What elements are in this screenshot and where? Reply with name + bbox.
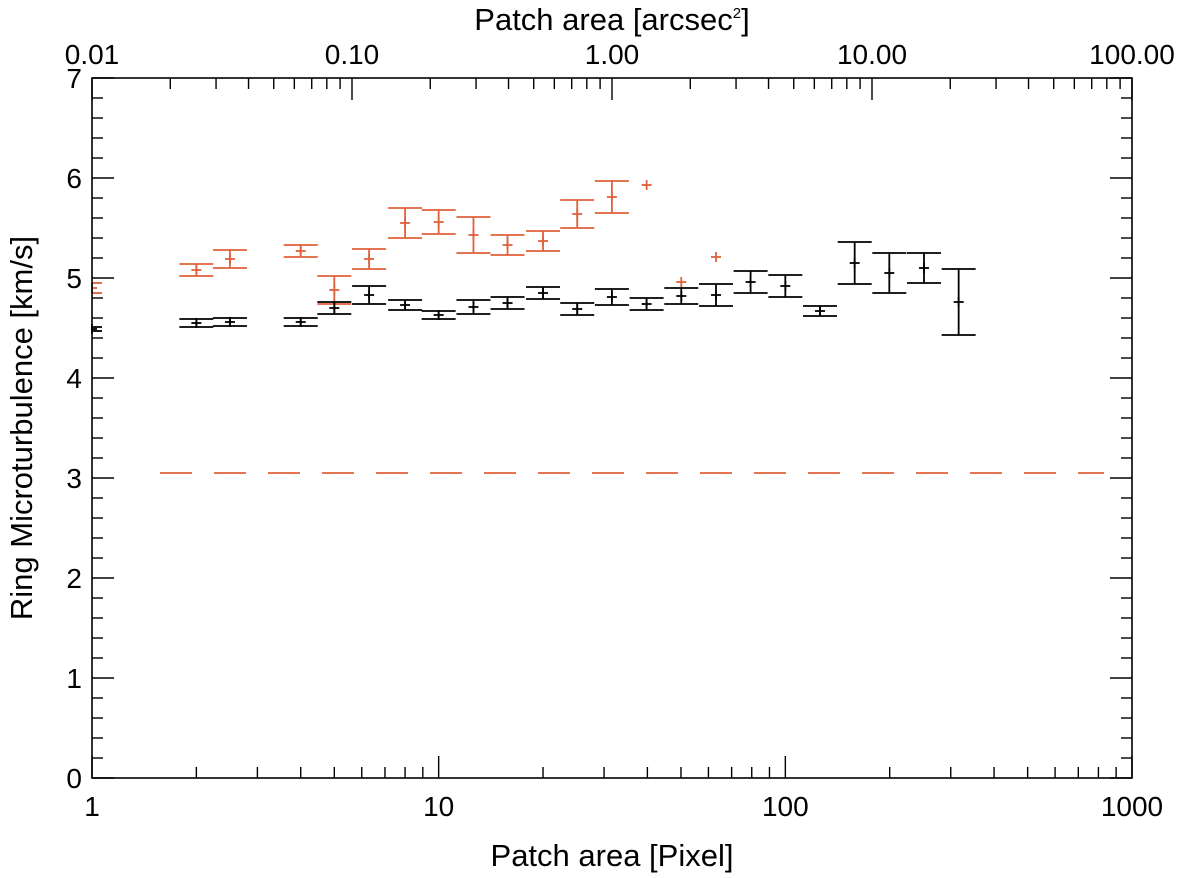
series-orange (91, 180, 722, 305)
x-tick-label: 10 (423, 791, 454, 822)
data-point (317, 275, 352, 305)
data-point (456, 299, 491, 315)
data-point (212, 249, 247, 269)
data-point (352, 248, 387, 270)
y-tick-label: 5 (66, 263, 82, 294)
data-point (941, 268, 976, 336)
data-point (179, 263, 214, 277)
y-tick-label: 1 (66, 663, 82, 694)
data-point (91, 282, 102, 294)
data-point (676, 277, 687, 287)
data-point (352, 285, 387, 305)
data-point (872, 252, 907, 294)
data-point (388, 299, 423, 311)
data-point (629, 297, 664, 311)
top-x-axis-title-suffix: ] (741, 2, 750, 37)
data-point (768, 274, 803, 298)
y-tick-label: 4 (66, 363, 82, 394)
top-x-tick-label: 100.00 (1089, 39, 1175, 70)
data-point (641, 180, 652, 190)
data-point (594, 288, 629, 306)
y-tick-label: 6 (66, 163, 82, 194)
series-black (91, 241, 976, 336)
x-axis-title: Patch area [Pixel] (491, 838, 734, 873)
data-point (283, 317, 318, 327)
y-tick-label: 0 (66, 763, 82, 794)
data-point (317, 301, 352, 315)
data-point (594, 180, 629, 214)
y-tick-label: 3 (66, 463, 82, 494)
data-point (560, 199, 595, 229)
series-layer (91, 180, 976, 336)
x-tick-label: 1 (84, 791, 100, 822)
data-point (733, 270, 768, 294)
data-point (907, 252, 942, 284)
ticks-layer (91, 77, 1133, 779)
x-tick-label: 1000 (1101, 791, 1163, 822)
data-point (421, 310, 456, 320)
top-x-tick-label: 0.01 (65, 39, 120, 70)
data-point (388, 207, 423, 239)
data-point (490, 234, 525, 256)
data-point (456, 216, 491, 254)
x-tick-label: 100 (762, 791, 809, 822)
y-tick-label: 2 (66, 563, 82, 594)
top-x-tick-label: 0.10 (325, 39, 380, 70)
data-point (711, 252, 722, 262)
data-point (179, 318, 214, 328)
data-point (421, 209, 456, 235)
data-point (699, 283, 734, 307)
data-point (803, 305, 838, 317)
top-x-tick-label: 1.00 (585, 39, 640, 70)
data-point (526, 286, 561, 300)
y-axis-title: Ring Microturbulence [km/s] (4, 236, 39, 620)
data-point (212, 317, 247, 327)
y-tick-label: 7 (66, 63, 82, 94)
data-point (490, 296, 525, 310)
data-point (664, 287, 699, 305)
top-x-axis-title-sup: 2 (733, 5, 741, 22)
data-point (283, 244, 318, 258)
top-x-axis-title-main: Patch area [arcsec (474, 2, 732, 37)
top-x-axis-title: Patch area [arcsec2] (474, 2, 749, 37)
top-x-tick-label: 10.00 (837, 39, 907, 70)
data-point (526, 230, 561, 252)
data-point (560, 302, 595, 316)
data-point (837, 241, 872, 285)
data-point (91, 324, 102, 334)
